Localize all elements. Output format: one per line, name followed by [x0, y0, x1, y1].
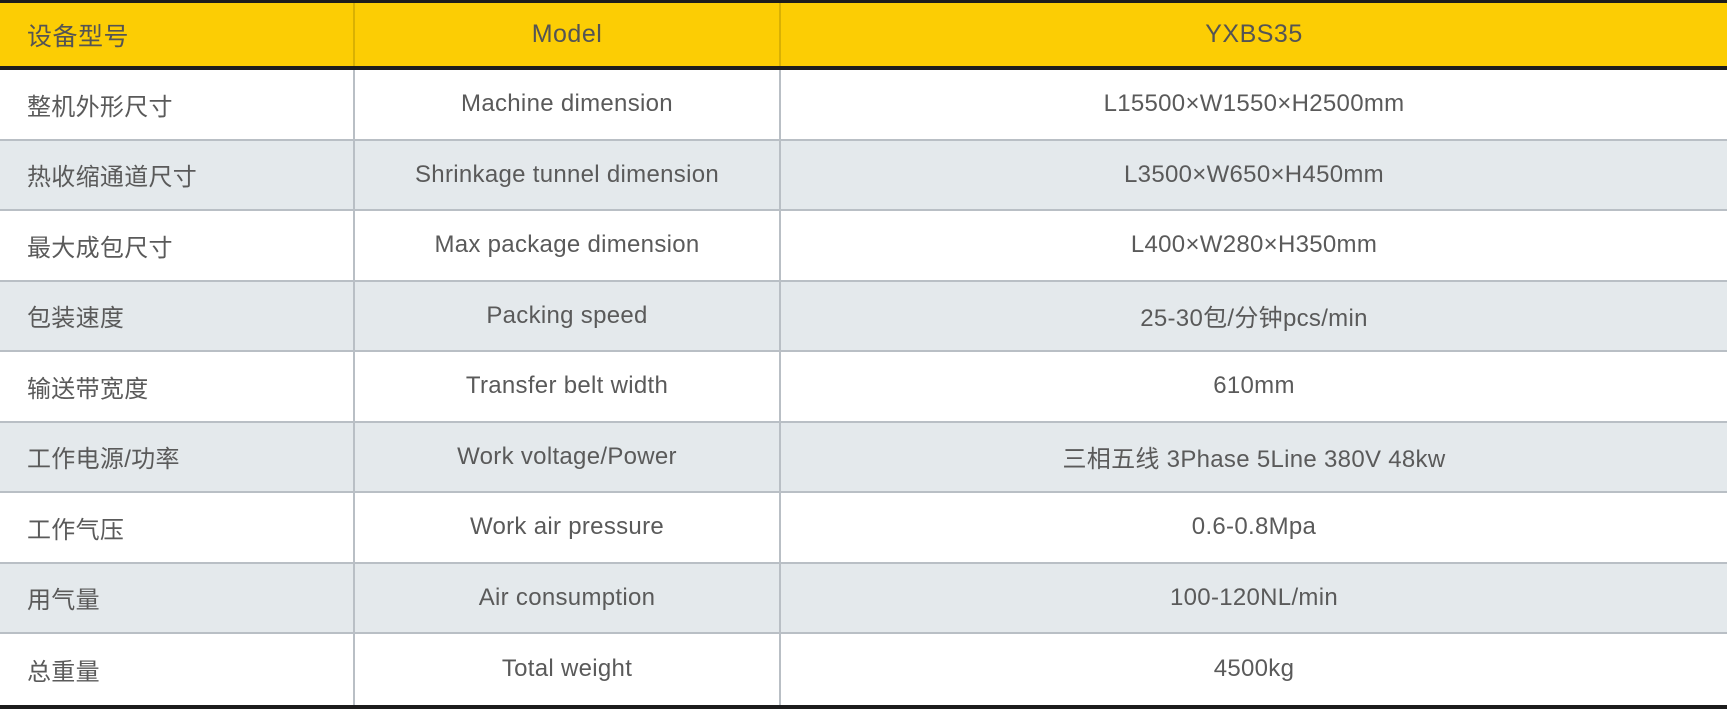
table-row: 用气量 Air consumption 100-120NL/min [0, 563, 1727, 634]
table-row: 输送带宽度 Transfer belt width 610mm [0, 352, 1727, 423]
row-label-en: Shrinkage tunnel dimension [353, 140, 779, 209]
row-label-en: Air consumption [353, 563, 779, 632]
row-value: 25-30包/分钟pcs/min [779, 281, 1727, 350]
table-header-row: 设备型号 Model YXBS35 [0, 0, 1727, 70]
table-row: 包装速度 Packing speed 25-30包/分钟pcs/min [0, 281, 1727, 352]
row-label-en: Packing speed [353, 281, 779, 350]
row-label-en: Total weight [353, 634, 779, 705]
row-label-en: Max package dimension [353, 211, 779, 280]
table-row: 热收缩通道尺寸 Shrinkage tunnel dimension L3500… [0, 140, 1727, 211]
row-value: 610mm [779, 352, 1727, 421]
row-label-en: Work voltage/Power [353, 422, 779, 491]
row-label-en: Machine dimension [353, 70, 779, 139]
table-row: 总重量 Total weight 4500kg [0, 634, 1727, 705]
row-label-cn: 总重量 [27, 658, 100, 686]
row-value: 0.6-0.8Mpa [779, 493, 1727, 562]
row-label-cn: 热收缩通道尺寸 [27, 164, 198, 192]
row-label-en: Transfer belt width [353, 352, 779, 421]
row-label-cn: 工作气压 [27, 516, 125, 544]
row-label-cn: 最大成包尺寸 [27, 234, 173, 262]
row-value: 100-120NL/min [779, 563, 1727, 632]
row-value: 4500kg [779, 634, 1727, 705]
row-label-cn: 输送带宽度 [27, 375, 149, 403]
row-value: L400×W280×H350mm [779, 211, 1727, 280]
row-label-en: Work air pressure [353, 493, 779, 562]
row-label-cn: 工作电源/功率 [27, 446, 180, 474]
header-cell-parameter-en: Model [353, 3, 779, 66]
table-row: 工作电源/功率 Work voltage/Power 三相五线 3Phase 5… [0, 422, 1727, 493]
table-body: 整机外形尺寸 Machine dimension L15500×W1550×H2… [0, 70, 1727, 709]
row-label-cn: 包装速度 [27, 305, 125, 333]
row-value: L3500×W650×H450mm [779, 140, 1727, 209]
row-value: 三相五线 3Phase 5Line 380V 48kw [779, 422, 1727, 491]
table-row: 最大成包尺寸 Max package dimension L400×W280×H… [0, 211, 1727, 282]
header-cell-model-value: YXBS35 [779, 3, 1727, 66]
row-value: L15500×W1550×H2500mm [779, 70, 1727, 139]
header-cell-parameter-cn: 设备型号 [27, 22, 130, 51]
row-label-cn: 用气量 [27, 587, 100, 615]
table-row: 工作气压 Work air pressure 0.6-0.8Mpa [0, 493, 1727, 564]
row-label-cn: 整机外形尺寸 [27, 93, 173, 121]
table-row: 整机外形尺寸 Machine dimension L15500×W1550×H2… [0, 70, 1727, 141]
